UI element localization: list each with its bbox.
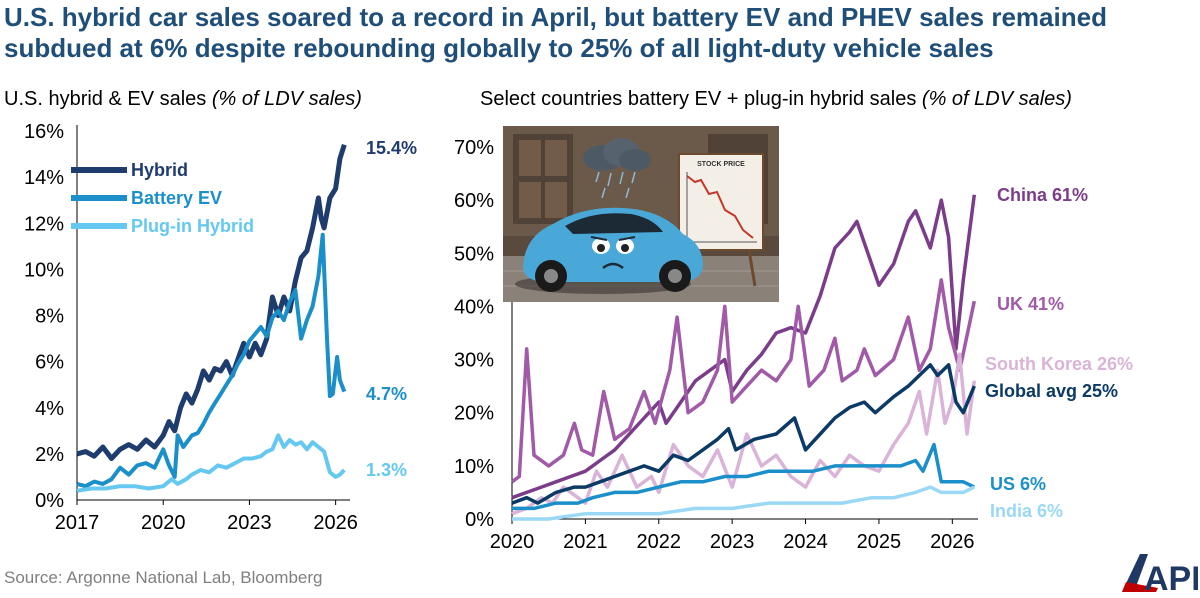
- right-chart-end-label-india: India 6%: [990, 501, 1063, 521]
- left-chart-x-tick-label: 2026: [313, 512, 358, 534]
- left-chart-end-label-plug-in-hybrid: 1.3%: [366, 460, 407, 480]
- left-chart-x-tick-label: 2023: [227, 512, 272, 534]
- right-chart-series-line-us: [512, 442, 976, 511]
- right-chart-series-line-india: [512, 485, 976, 521]
- left-chart-y-tick-label: 6%: [35, 352, 64, 374]
- right-chart-end-label-uk: UK 41%: [997, 294, 1064, 314]
- left-chart-y-tick-label: 16%: [24, 121, 64, 143]
- right-chart-series-line-global-avg: [511, 363, 976, 505]
- left-chart-series-line-plug-in-hybrid: [76, 433, 346, 493]
- right-chart-series-line-china: [511, 194, 977, 500]
- left-chart-legend-label-battery-ev: Battery EV: [131, 188, 222, 208]
- left-chart-y-tick-label: 10%: [24, 259, 64, 281]
- right-chart-x-tick-label: 2026: [930, 531, 975, 553]
- left-chart-x-tick-label: 2020: [141, 512, 186, 534]
- right-chart-x-tick-label: 2020: [490, 531, 535, 553]
- right-chart-x-tick-label: 2021: [563, 531, 608, 553]
- sad-ev-car-illustration: STOCK PRICE: [503, 126, 779, 302]
- right-chart-subtitle-unit: (% of LDV sales): [921, 88, 1072, 110]
- us-hybrid-ev-chart: 0% 2% 4% 6% 8% 10% 12% 14% 16% 2017 2020 2023 2026 15…: [24, 121, 417, 534]
- left-chart-legend-label-plug-in-hybrid: Plug-in Hybrid: [131, 216, 254, 236]
- sad-car-icon: [515, 207, 703, 294]
- left-chart-x-tick-label: 2017: [55, 512, 100, 534]
- left-chart-y-tick-label: 0%: [35, 490, 64, 512]
- stock-price-sign: STOCK PRICE: [678, 153, 764, 287]
- left-chart-series-line-battery-ev: [76, 232, 347, 489]
- right-chart-series-line-south-korea: [511, 352, 977, 516]
- right-chart-y-tick-label: 70%: [454, 137, 494, 159]
- left-chart-y-tick-label: 12%: [24, 213, 64, 235]
- source-note: Source: Argonne National Lab, Bloomberg: [4, 568, 323, 587]
- right-chart-y-tick-label: 20%: [454, 403, 494, 425]
- headline: U.S. hybrid car sales soared to a record…: [4, 2, 1107, 63]
- right-chart-x-tick-label: 2023: [710, 531, 755, 553]
- left-chart-y-tick-label: 4%: [35, 398, 64, 420]
- left-chart-subtitle-unit: (% of LDV sales): [211, 88, 362, 110]
- api-logo-text: API: [1144, 560, 1198, 594]
- right-chart-y-tick-label: 0%: [465, 509, 494, 531]
- right-chart-x-tick-label: 2024: [783, 531, 828, 553]
- right-chart-end-label-china: China 61%: [997, 185, 1088, 205]
- left-chart-subtitle: U.S. hybrid & EV sales (% of LDV sales): [4, 88, 362, 111]
- right-chart-y-tick-label: 50%: [454, 243, 494, 265]
- left-chart-end-label-battery-ev: 4.7%: [366, 384, 407, 404]
- right-chart-end-label-global-avg: Global avg 25%: [985, 381, 1118, 401]
- left-chart-legend-label-hybrid: Hybrid: [131, 160, 188, 180]
- right-chart-subtitle-main: Select countries battery EV + plug-in hy…: [480, 88, 922, 110]
- left-chart-y-tick-label: 2%: [35, 444, 64, 466]
- right-chart-series-line-uk: [510, 278, 977, 484]
- left-chart-end-label-hybrid: 15.4%: [366, 138, 417, 158]
- stock-price-sign-text: STOCK PRICE: [697, 161, 745, 168]
- right-chart-y-tick-label: 60%: [454, 190, 494, 212]
- right-chart-y-tick-label: 40%: [454, 296, 494, 318]
- left-chart-y-tick-label: 8%: [35, 306, 64, 328]
- left-chart-series-line-hybrid: [76, 144, 347, 461]
- right-chart-x-tick-label: 2022: [637, 531, 682, 553]
- select-countries-ev-chart: 0% 10% 20% 30% 40% 50% 60% 70% 2020 2021 2022 2023 2…: [454, 137, 1133, 553]
- right-chart-end-label-south-korea: South Korea 26%: [985, 354, 1133, 374]
- left-chart-y-tick-label: 14%: [24, 167, 64, 189]
- right-chart-y-tick-label: 10%: [454, 456, 494, 478]
- rain-cloud-icon: [583, 138, 651, 199]
- right-chart-y-tick-label: 30%: [454, 350, 494, 372]
- left-chart-subtitle-main: U.S. hybrid & EV sales: [4, 88, 212, 110]
- right-chart-end-label-us: US 6%: [990, 474, 1046, 494]
- right-chart-subtitle: Select countries battery EV + plug-in hy…: [480, 88, 1072, 111]
- api-logo: API: [1122, 554, 1198, 594]
- right-chart-x-tick-label: 2025: [857, 531, 902, 553]
